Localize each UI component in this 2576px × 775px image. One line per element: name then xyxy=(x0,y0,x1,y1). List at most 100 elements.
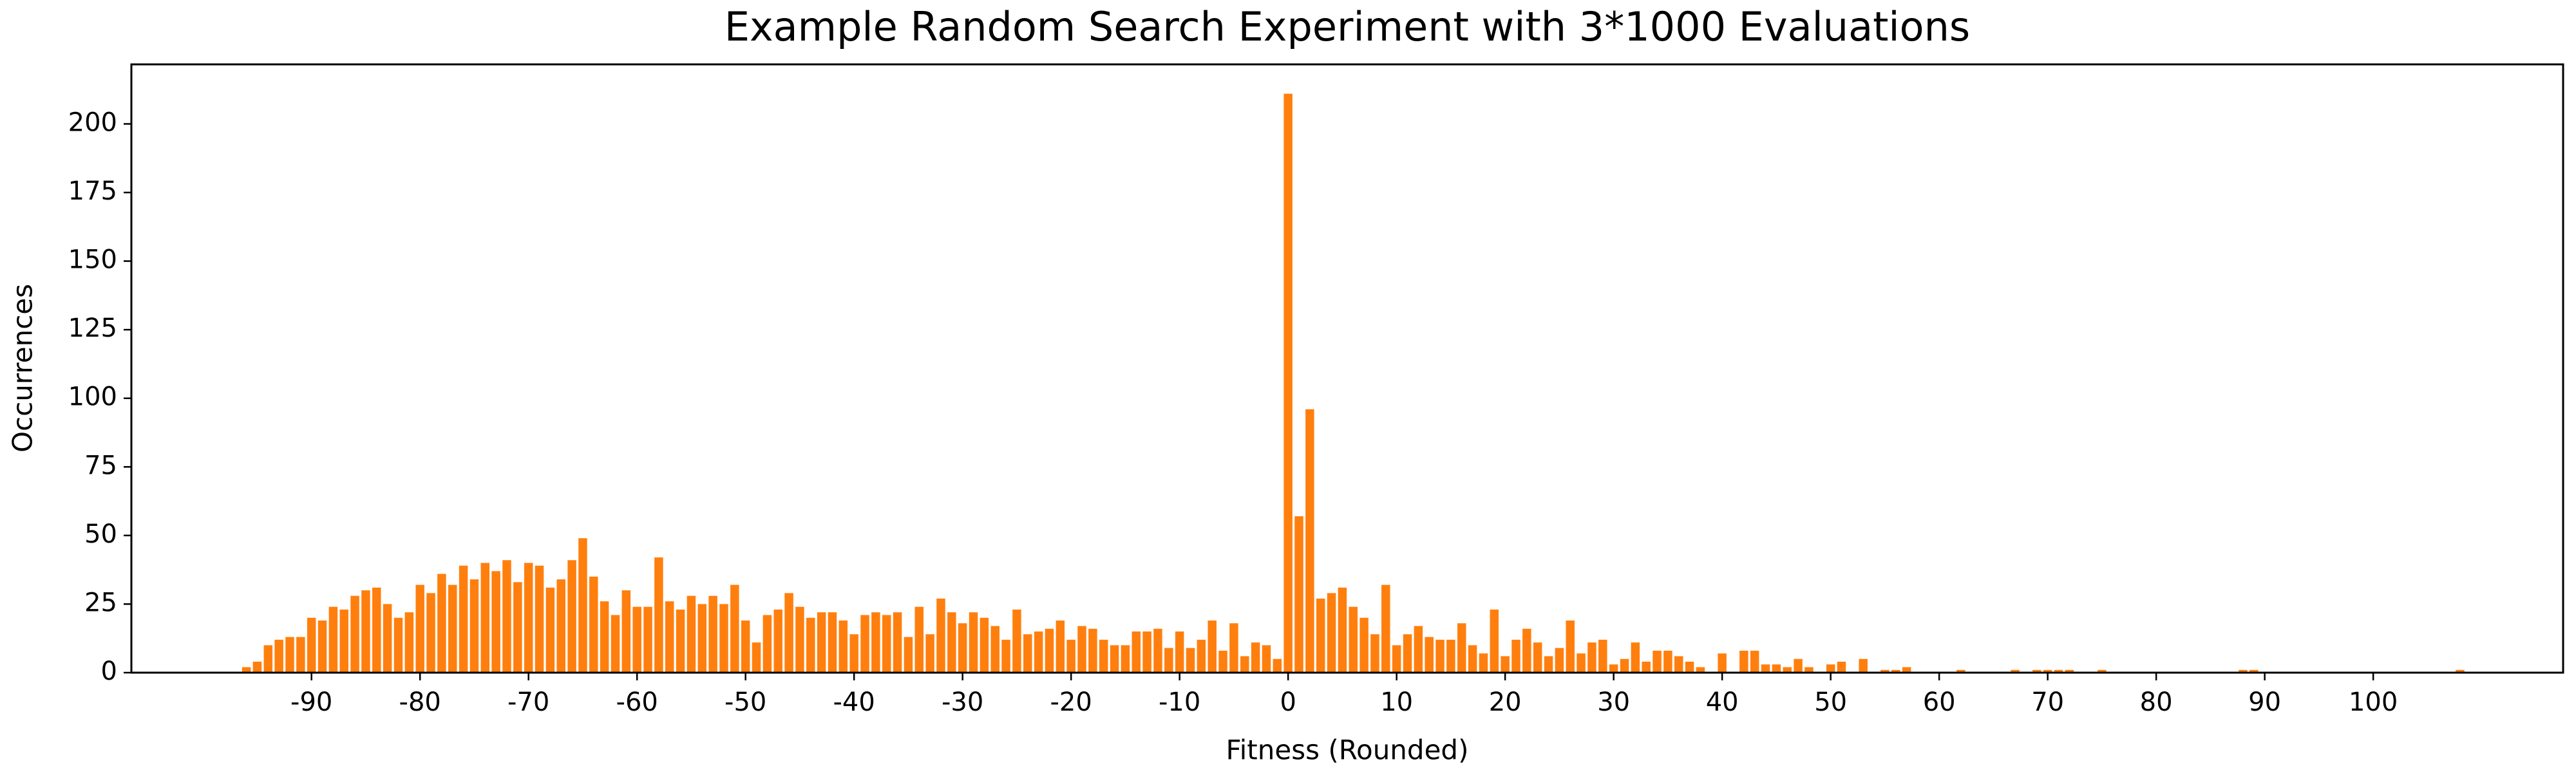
bar xyxy=(1837,661,1846,673)
bar xyxy=(1197,639,1206,673)
bar xyxy=(361,590,370,673)
bar xyxy=(1880,669,1889,673)
bar xyxy=(784,593,793,673)
bar xyxy=(1642,661,1651,673)
bar xyxy=(1891,669,1900,673)
bar xyxy=(1457,623,1466,673)
bar xyxy=(285,637,294,673)
bar xyxy=(252,661,262,673)
bar xyxy=(1609,664,1618,673)
bar xyxy=(2098,669,2107,673)
bar xyxy=(1587,642,1596,673)
bar xyxy=(741,621,750,673)
bar xyxy=(2456,669,2465,673)
x-tick-label: 40 xyxy=(1706,687,1739,717)
bar xyxy=(1414,626,1423,673)
bar xyxy=(2239,669,2248,673)
bar xyxy=(1251,642,1260,673)
bar xyxy=(936,598,945,673)
bar xyxy=(1262,645,1271,673)
bar xyxy=(1327,593,1336,673)
bar xyxy=(1772,664,1781,673)
y-tick-label: 200 xyxy=(68,107,117,137)
bar xyxy=(1208,621,1217,673)
bar xyxy=(1077,626,1086,673)
bar xyxy=(1739,650,1748,673)
bar xyxy=(459,565,468,673)
bar xyxy=(1066,639,1075,673)
bar xyxy=(1229,623,1238,673)
y-tick-label: 25 xyxy=(84,588,117,617)
bar xyxy=(687,595,696,673)
bar xyxy=(958,623,967,673)
bar xyxy=(1826,664,1835,673)
bar xyxy=(1381,584,1390,673)
bar xyxy=(990,626,999,673)
bar xyxy=(1142,631,1151,673)
bar xyxy=(1132,631,1141,673)
bar xyxy=(654,557,663,673)
x-tick-label: 0 xyxy=(1280,687,1296,717)
bar xyxy=(578,538,587,673)
bar xyxy=(1577,653,1586,673)
bar xyxy=(1663,650,1672,673)
y-tick-label: 100 xyxy=(68,382,117,412)
bar xyxy=(2054,669,2063,673)
bar xyxy=(1468,645,1477,673)
bar xyxy=(1359,617,1368,673)
bar xyxy=(708,595,717,673)
bar xyxy=(838,621,848,673)
bar xyxy=(1099,639,1108,673)
bar xyxy=(1555,648,1564,673)
bar xyxy=(762,615,772,673)
chart-title: Example Random Search Experiment with 3*… xyxy=(724,3,1970,50)
bar xyxy=(1566,621,1575,673)
bar xyxy=(697,604,707,673)
bar xyxy=(1034,631,1043,673)
bar xyxy=(828,612,837,673)
x-tick-label: -40 xyxy=(833,687,875,717)
bar xyxy=(1023,634,1032,673)
bar xyxy=(1338,587,1347,673)
bar xyxy=(2011,669,2020,673)
bar xyxy=(426,593,435,673)
bar xyxy=(1804,667,1814,673)
bar xyxy=(404,612,414,673)
bar xyxy=(1121,645,1130,673)
y-tick-label: 75 xyxy=(84,451,117,480)
bar xyxy=(535,565,544,673)
bar xyxy=(1544,656,1553,673)
bar xyxy=(502,560,511,673)
bar xyxy=(1425,637,1434,673)
bar xyxy=(1153,628,1162,673)
x-tick-label: 60 xyxy=(1923,687,1956,717)
x-tick-label: -20 xyxy=(1050,687,1092,717)
bar xyxy=(914,606,924,673)
bar xyxy=(1501,656,1510,673)
bar xyxy=(611,615,620,673)
bar xyxy=(1446,639,1455,673)
bar xyxy=(1001,639,1010,673)
x-tick-label: 20 xyxy=(1489,687,1522,717)
bar xyxy=(676,609,685,673)
bar xyxy=(1045,628,1054,673)
bar xyxy=(1403,634,1412,673)
bar xyxy=(1283,93,1293,673)
bar xyxy=(448,584,457,673)
x-tick-label: -70 xyxy=(507,687,549,717)
bar xyxy=(1349,606,1358,673)
bar xyxy=(871,612,880,673)
bar xyxy=(328,606,338,673)
bar xyxy=(1370,634,1379,673)
bar xyxy=(752,642,761,673)
bar xyxy=(1761,664,1770,673)
bar xyxy=(980,617,989,673)
bar xyxy=(643,606,652,673)
x-tick-label: -60 xyxy=(616,687,658,717)
bar xyxy=(1012,609,1021,673)
bar xyxy=(1186,648,1195,673)
bar xyxy=(1305,409,1314,673)
bar xyxy=(307,617,316,673)
bar xyxy=(773,609,782,673)
